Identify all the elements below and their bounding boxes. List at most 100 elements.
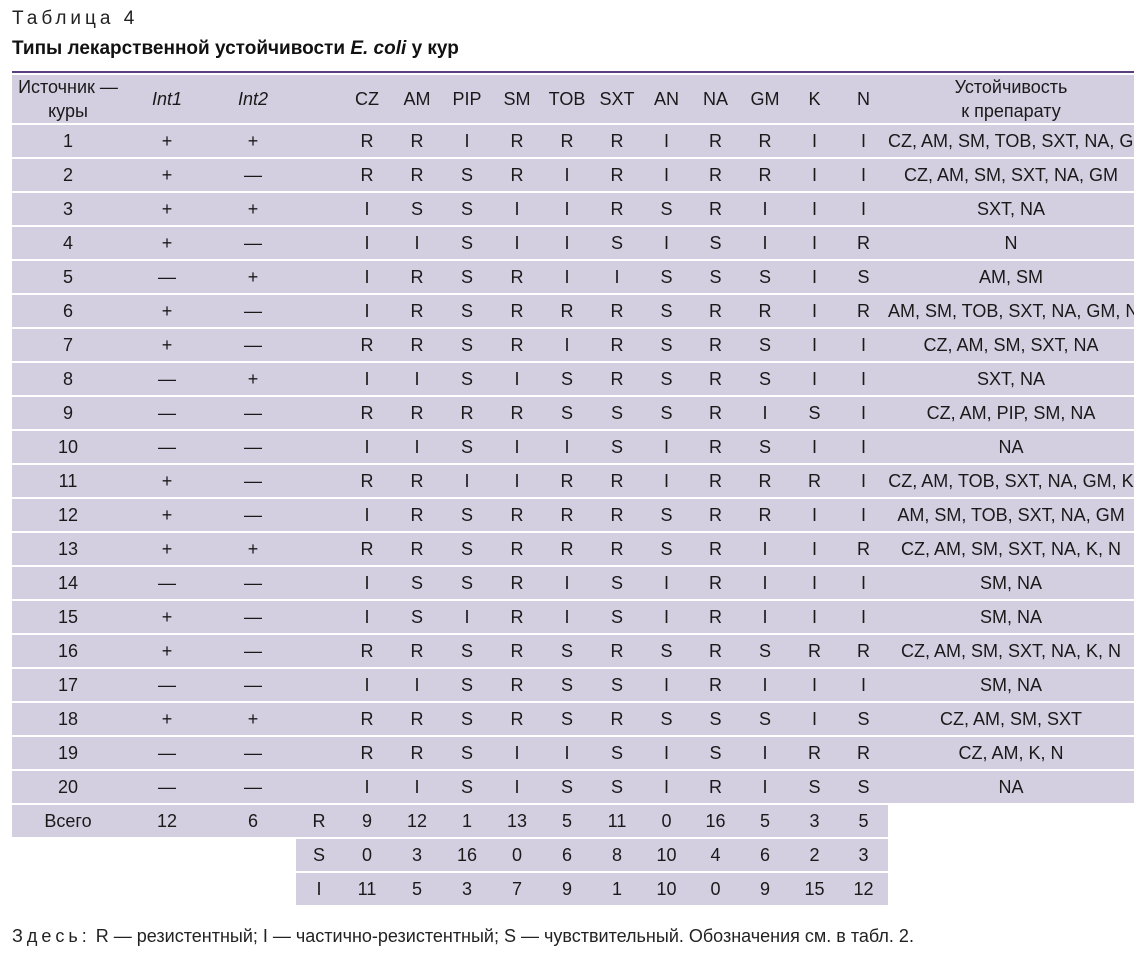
total-value-cell: 3 [790, 805, 839, 837]
table-row: 11 + — R R I I R R I R R R I CZ, AM, TOB, SXT, NA, GM,… [12, 465, 1134, 497]
drug-value-cell: R [740, 465, 790, 497]
total-int2-cell: 6 [210, 805, 296, 837]
drug-value-cell: S [691, 703, 740, 735]
source-cell: 20 [12, 771, 124, 803]
drug-value-cell: R [342, 737, 392, 769]
header-resistance-line2: к препарату [961, 101, 1061, 121]
drug-value-cell: R [342, 635, 392, 667]
total-code-cell: I [296, 873, 342, 905]
drug-value-cell: S [740, 635, 790, 667]
drug-value-cell: R [492, 397, 542, 429]
drug-value-cell: I [342, 227, 392, 259]
total-value-cell: 16 [442, 839, 492, 871]
drug-value-cell: S [542, 703, 592, 735]
source-cell: 8 [12, 363, 124, 395]
table-note: Здесь: R — резистентный; I — частично-ре… [12, 926, 914, 947]
title-prefix: Типы лекарственной устойчивости [12, 38, 351, 59]
drug-value-cell: R [492, 533, 542, 565]
drug-value-cell: S [592, 397, 642, 429]
table-row: 12 + — I R S R R R S R R I I AM, SM, TOB, SXT, NA, GM [12, 499, 1134, 531]
total-code-cell: R [296, 805, 342, 837]
code-cell [296, 329, 342, 361]
drug-value-cell: S [442, 329, 492, 361]
title-species: E. coli [350, 38, 407, 59]
drug-value-cell: I [790, 159, 839, 191]
total-value-cell: 9 [342, 805, 392, 837]
source-cell: 15 [12, 601, 124, 633]
resistance-cell: CZ, AM, TOB, SXT, NA, GM, K [888, 465, 1134, 497]
drug-value-cell: S [442, 431, 492, 463]
drug-value-cell: S [442, 499, 492, 531]
drug-value-cell: R [740, 295, 790, 327]
drug-value-cell: I [790, 601, 839, 633]
drug-value-cell: S [642, 635, 691, 667]
int2-cell: — [210, 295, 296, 327]
drug-value-cell: R [342, 533, 392, 565]
drug-value-cell: I [740, 669, 790, 701]
int2-cell: — [210, 669, 296, 701]
code-cell [296, 261, 342, 293]
drug-value-cell: R [592, 703, 642, 735]
drug-value-cell: R [592, 635, 642, 667]
table-row: 13 + + R R S R R R S R I I R CZ, AM, SM, SXT, NA, K, N [12, 533, 1134, 565]
source-cell: 18 [12, 703, 124, 735]
drug-value-cell: S [790, 397, 839, 429]
total-value-cell: 0 [492, 839, 542, 871]
drug-value-cell: R [492, 601, 542, 633]
code-cell [296, 465, 342, 497]
resistance-cell: NA [888, 431, 1134, 463]
drug-value-cell: I [642, 567, 691, 599]
drug-value-cell: I [839, 669, 888, 701]
table-row: 15 + — I S I R I S I R I I I SM, NA [12, 601, 1134, 633]
drug-value-cell: R [542, 125, 592, 157]
table-row: 3 + + I S S I I R S R I I I SXT, NA [12, 193, 1134, 225]
source-cell: 13 [12, 533, 124, 565]
drug-value-cell: I [642, 737, 691, 769]
drug-value-cell: S [592, 669, 642, 701]
drug-value-cell: R [839, 295, 888, 327]
drug-value-cell: S [442, 737, 492, 769]
source-cell: 17 [12, 669, 124, 701]
note-text: R — резистентный; I — частично-резистент… [90, 926, 914, 946]
int1-cell: — [124, 397, 210, 429]
drug-value-cell: R [392, 295, 442, 327]
drug-value-cell: R [392, 499, 442, 531]
table-row: 10— — I I S I I S I R S I I NA [12, 431, 1134, 463]
drug-value-cell: I [740, 601, 790, 633]
drug-value-cell: I [342, 567, 392, 599]
drug-value-cell: I [542, 431, 592, 463]
drug-value-cell: I [740, 193, 790, 225]
drug-value-cell: I [642, 771, 691, 803]
int2-cell: — [210, 397, 296, 429]
int1-cell: — [124, 261, 210, 293]
total-value-cell: 10 [642, 873, 691, 905]
total-value-cell: 0 [691, 873, 740, 905]
drug-value-cell: S [642, 329, 691, 361]
drug-value-cell: I [642, 227, 691, 259]
int1-cell: + [124, 159, 210, 191]
drug-value-cell: R [691, 329, 740, 361]
drug-value-cell: R [691, 635, 740, 667]
drug-value-cell: I [839, 193, 888, 225]
total-value-cell: 2 [790, 839, 839, 871]
source-cell: 3 [12, 193, 124, 225]
drug-value-cell: R [691, 431, 740, 463]
int2-cell: — [210, 431, 296, 463]
drug-value-cell: S [642, 295, 691, 327]
drug-value-cell: R [592, 193, 642, 225]
total-value-cell: 6 [542, 839, 592, 871]
drug-value-cell: R [492, 295, 542, 327]
drug-value-cell: S [691, 261, 740, 293]
drug-value-cell: R [839, 635, 888, 667]
drug-value-cell: I [492, 363, 542, 395]
drug-value-cell: I [342, 499, 392, 531]
drug-value-cell: I [392, 363, 442, 395]
int2-cell: — [210, 601, 296, 633]
header-drug: GM [740, 75, 790, 123]
int2-cell: + [210, 363, 296, 395]
table-top-rule [12, 71, 1134, 73]
drug-value-cell: S [542, 397, 592, 429]
resistance-cell: N [888, 227, 1134, 259]
header-source-line1: Источник — [18, 77, 118, 97]
code-cell [296, 567, 342, 599]
